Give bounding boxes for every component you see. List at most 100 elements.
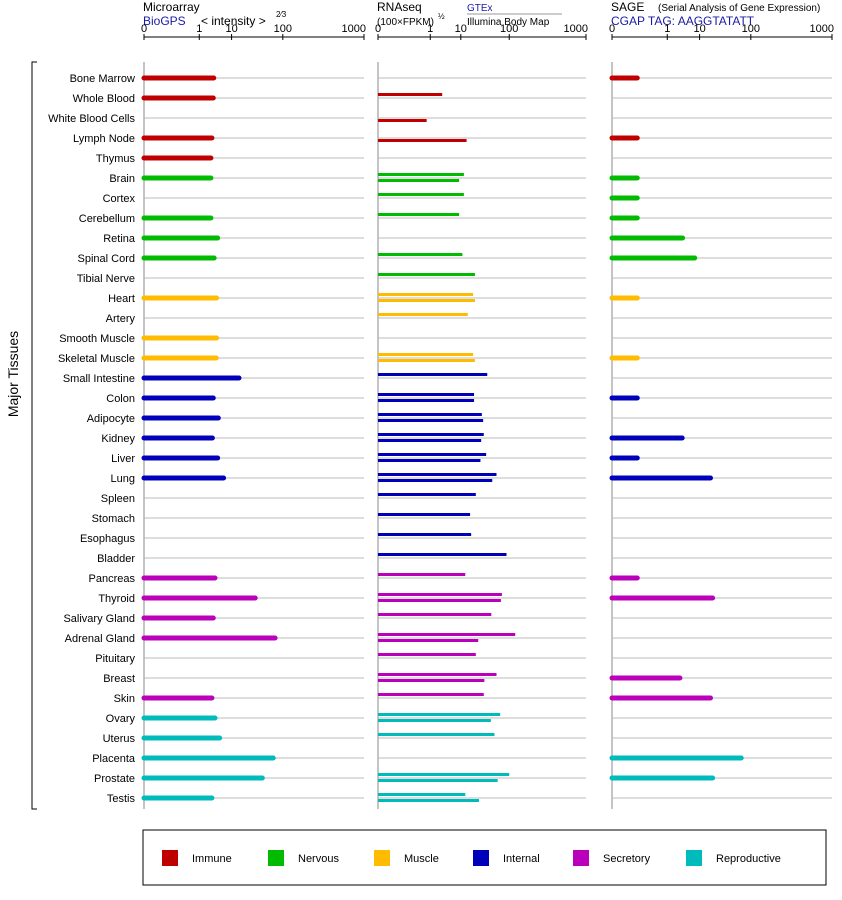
rnaseq-gtex-bar	[378, 93, 443, 96]
rnaseq-gtex-bar	[378, 673, 497, 676]
tissue-row: Spinal Cord	[78, 253, 832, 265]
rnaseq-tick-label: 1000	[564, 23, 588, 35]
tissue-label: Bone Marrow	[70, 73, 135, 85]
rnaseq-ibm-bar	[378, 639, 479, 642]
tissue-label: Bladder	[97, 553, 135, 565]
legend-swatch	[374, 850, 390, 866]
rnaseq-gtex-bar	[378, 393, 475, 396]
rnaseq-gtex-bar	[378, 493, 476, 496]
rnaseq-gtex-bar	[378, 713, 501, 716]
rnaseq-gtex-bar	[378, 613, 492, 616]
tissue-label: Liver	[111, 453, 135, 465]
tissue-row: Breast	[103, 673, 832, 685]
rnaseq-legend-ibm: Illumina Body Map	[467, 17, 550, 28]
tissue-row: Esophagus	[80, 533, 832, 545]
rnaseq-gtex-bar	[378, 633, 516, 636]
rnaseq-ibm-bar	[378, 779, 498, 782]
legend-item: Internal	[473, 850, 540, 866]
rnaseq-scale-exponent: ½	[438, 12, 445, 21]
legend-swatch	[473, 850, 489, 866]
legend-label: Muscle	[404, 853, 439, 865]
legend: Immune Nervous Muscle Internal Secretory Repr…	[162, 850, 781, 866]
rnaseq-gtex-bar	[378, 313, 468, 316]
tissue-label: Thymus	[96, 153, 136, 165]
tissue-row: Brain	[109, 173, 832, 185]
sage-tick-label: 100	[742, 23, 760, 35]
sage-title: SAGE	[611, 0, 644, 14]
tissue-row: Whole Blood	[73, 93, 832, 105]
tissue-row: Retina	[103, 233, 832, 245]
rnaseq-tick-label: 1	[427, 23, 433, 35]
y-group-label: Major Tissues	[5, 331, 21, 417]
tissue-row: Small Intestine	[63, 373, 832, 385]
tissue-label: Stomach	[92, 513, 135, 525]
rnaseq-ibm-bar	[378, 119, 427, 122]
legend-label: Secretory	[603, 853, 651, 865]
tissue-label: Retina	[103, 233, 136, 245]
rnaseq-ibm-bar	[378, 419, 484, 422]
microarray-tick-label: 1	[196, 23, 202, 35]
rnaseq-gtex-bar	[378, 573, 466, 576]
tissue-row: Placenta	[92, 753, 832, 765]
tissue-row: Skeletal Muscle	[58, 353, 832, 365]
legend-item: Secretory	[573, 850, 651, 866]
tissue-row: Thymus	[96, 153, 832, 165]
tissue-label: Cerebellum	[79, 213, 135, 225]
tissue-row: Salivary Gland	[63, 613, 832, 625]
tissue-row: Uterus	[103, 733, 832, 745]
tissue-label: Small Intestine	[63, 373, 135, 385]
tissue-row: Ovary	[106, 713, 832, 725]
rnaseq-ibm-bar	[378, 399, 475, 402]
tissue-label: Brain	[109, 173, 135, 185]
tissue-row: Pancreas	[89, 573, 832, 585]
rnaseq-gtex-bar	[378, 553, 507, 556]
legend-label: Immune	[192, 853, 232, 865]
microarray-tick-label: 100	[274, 23, 292, 35]
tissue-label: Prostate	[94, 773, 135, 785]
rnaseq-gtex-bar	[378, 533, 472, 536]
rnaseq-tick-label: 0	[375, 23, 381, 35]
sage-tick-label: 1	[664, 23, 670, 35]
legend-label: Reproductive	[716, 853, 781, 865]
sage-tick-label: 0	[609, 23, 615, 35]
tissue-row: Adipocyte	[87, 413, 832, 425]
sage-tick-label: 10	[693, 23, 705, 35]
tissue-row: Tibial Nerve	[77, 273, 832, 285]
microarray-scale-exponent: 2⁄3	[276, 10, 287, 19]
rnaseq-gtex-bar	[378, 513, 471, 516]
rnaseq-ibm-bar	[378, 599, 501, 602]
tissue-row: Bone Marrow	[70, 73, 832, 85]
rnaseq-ibm-bar	[378, 299, 475, 302]
rnaseq-gtex-bar	[378, 173, 464, 176]
rnaseq-scale-label: (100×FPKM)	[377, 17, 434, 28]
rnaseq-gtex-bar	[378, 733, 495, 736]
rnaseq-ibm-bar	[378, 359, 475, 362]
tissue-label: Colon	[106, 393, 135, 405]
rnaseq-ibm-bar	[378, 179, 460, 182]
y-group-bracket	[31, 61, 37, 810]
rnaseq-ibm-bar	[378, 139, 467, 142]
tissue-row: Artery	[106, 313, 832, 325]
rnaseq-gtex-bar	[378, 273, 475, 276]
rnaseq-gtex-bar	[378, 793, 466, 796]
sage-tick-label: 1000	[810, 23, 834, 35]
legend-swatch	[573, 850, 589, 866]
tissue-row: Cerebellum	[79, 213, 832, 225]
tissue-label: Salivary Gland	[63, 613, 135, 625]
rnaseq-gtex-bar	[378, 453, 487, 456]
microarray-tick-label: 10	[225, 23, 237, 35]
tissue-label: Lung	[111, 473, 135, 485]
rnaseq-title: RNAseq	[377, 0, 422, 14]
rnaseq-ibm-bar	[378, 459, 481, 462]
tissue-label: Heart	[108, 293, 135, 305]
rnaseq-gtex-bar	[378, 653, 476, 656]
tissue-label: Skin	[114, 693, 135, 705]
rnaseq-gtex-bar	[378, 253, 463, 256]
legend-item: Muscle	[374, 850, 439, 866]
tissue-label: Lymph Node	[73, 133, 135, 145]
rnaseq-ibm-bar	[378, 439, 482, 442]
tissue-row: Kidney	[101, 433, 832, 445]
rnaseq-ibm-bar	[378, 799, 480, 802]
rnaseq-gtex-bar	[378, 593, 502, 596]
